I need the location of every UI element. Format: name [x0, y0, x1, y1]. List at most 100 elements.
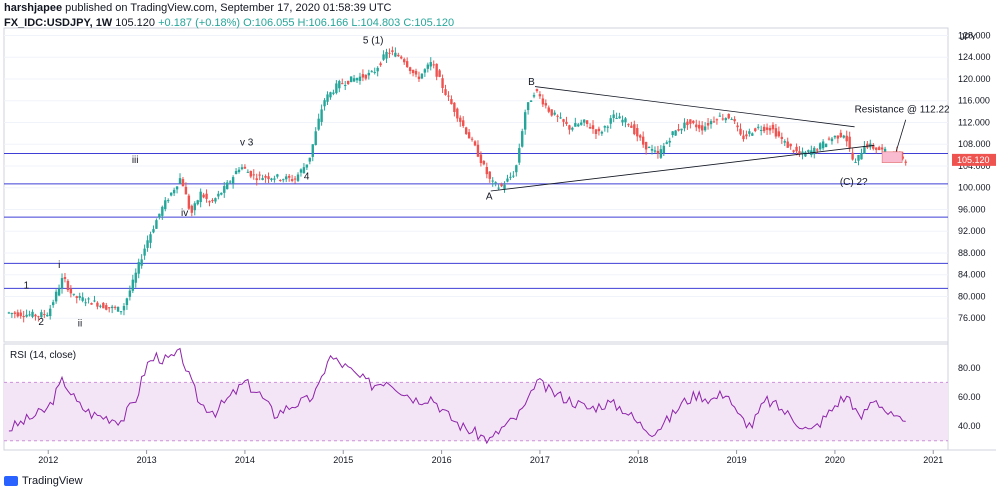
last-price: 105.120 — [115, 17, 156, 29]
price-candle-body — [470, 138, 474, 140]
price-candle-body — [355, 78, 359, 81]
price-candle-body — [848, 136, 851, 149]
symbol-label[interactable]: FX_IDC:USDJPY, 1W — [4, 17, 113, 29]
price-candle-body — [282, 179, 285, 181]
price-candle-body — [193, 203, 196, 211]
rsi-tick-label: 60.00 — [958, 392, 981, 402]
price-candle-body — [491, 180, 494, 182]
price-candle-body — [326, 94, 329, 102]
price-candle-body — [255, 178, 258, 181]
price-candle-body — [771, 124, 775, 130]
price-candle-body — [774, 128, 778, 137]
price-candle-body — [158, 213, 161, 218]
author-name[interactable]: harshjapee — [4, 2, 63, 14]
price-candle-body — [287, 175, 291, 178]
price-candle-body — [476, 144, 480, 157]
price-candle-body — [329, 92, 332, 98]
price-candle-body — [308, 157, 312, 162]
price-candle-body — [748, 131, 751, 134]
upper-trendline — [534, 86, 855, 128]
price-candle-body — [700, 125, 704, 131]
price-tick-label: 120.000 — [958, 74, 991, 84]
time-tick-label: 2015 — [333, 455, 353, 465]
price-candle-body — [420, 73, 424, 79]
time-tick-label: 2017 — [530, 455, 550, 465]
price-candle-body — [323, 100, 326, 107]
price-candle-body — [686, 121, 689, 126]
price-candle-body — [479, 154, 483, 164]
price-candle-body — [574, 123, 577, 127]
price-candle-body — [521, 131, 524, 147]
price-candle-body — [467, 132, 471, 139]
price-candle-body — [320, 109, 323, 122]
price-candle-body — [562, 119, 565, 122]
price-candle-body — [580, 122, 583, 125]
price-candle-body — [553, 112, 556, 115]
price-candle-body — [66, 280, 70, 291]
price-candle-body — [276, 174, 279, 177]
price-candle-body — [367, 72, 371, 76]
price-candle-body — [87, 298, 90, 300]
time-tick-label: 2020 — [825, 455, 845, 465]
price-tick-label: 88.000 — [958, 248, 986, 258]
price-candle-body — [494, 182, 497, 184]
publish-info: published on TradingView.com, September … — [65, 2, 392, 14]
price-candle-body — [99, 305, 102, 307]
price-candle-body — [429, 62, 432, 67]
price-candle-body — [836, 135, 840, 139]
price-candle-body — [839, 132, 843, 138]
time-tick-label: 2012 — [38, 455, 58, 465]
price-candle-body — [169, 192, 173, 196]
price-candle-body — [131, 279, 135, 291]
time-tick-label: 2018 — [628, 455, 648, 465]
price-candle-body — [597, 128, 601, 132]
price-candle-body — [223, 186, 226, 193]
price-candle-body — [904, 161, 907, 163]
price-candle-body — [606, 126, 609, 128]
price-candle-body — [662, 145, 666, 154]
price-candle-body — [818, 143, 822, 150]
price-candle-body — [231, 177, 235, 184]
price-candle-body — [532, 95, 536, 97]
price-candle-body — [901, 156, 904, 159]
price-candle-body — [134, 272, 137, 283]
price-candle-body — [757, 126, 760, 128]
time-tick-label: 2019 — [727, 455, 747, 465]
price-candle-body — [798, 151, 801, 154]
price-candle-body — [801, 151, 804, 155]
price-candle-body — [777, 131, 781, 137]
price-candle-body — [860, 152, 863, 160]
price-candle-body — [373, 71, 376, 73]
price-candle-body — [128, 290, 132, 297]
footer[interactable]: TradingView — [4, 475, 83, 487]
price-candle-body — [164, 200, 167, 210]
wave-label: Resistance @ 112.22 — [855, 105, 950, 116]
price-candle-body — [394, 52, 397, 57]
price-tick-label: 100.000 — [958, 183, 991, 193]
price-candle-body — [116, 306, 120, 312]
price-candle-body — [529, 100, 533, 102]
price-candle-body — [75, 296, 78, 298]
price-candle-body — [108, 307, 111, 309]
price-candle-body — [264, 175, 267, 178]
price-candle-body — [692, 120, 695, 123]
price-candle-body — [765, 127, 769, 130]
price-candle-body — [680, 128, 683, 131]
price-candle-body — [226, 182, 229, 190]
price-candle-body — [96, 302, 99, 307]
price-candle-body — [364, 74, 368, 79]
price-candle-body — [302, 167, 306, 174]
price-candle-body — [709, 121, 713, 125]
price-candle-body — [391, 50, 394, 52]
price-tick-label: 104.000 — [958, 161, 991, 171]
price-candle-body — [742, 135, 745, 140]
price-candle-body — [105, 305, 108, 310]
price-change: +0.187 (+0.18%) — [158, 17, 241, 29]
price-candle-body — [497, 187, 500, 189]
price-tick-label: 128.000 — [958, 30, 991, 40]
resistance-arrow — [895, 119, 907, 153]
price-candle-body — [565, 121, 568, 124]
price-candle-body — [482, 160, 486, 165]
price-candle-body — [650, 148, 654, 151]
wave-label: 1 — [24, 280, 30, 291]
